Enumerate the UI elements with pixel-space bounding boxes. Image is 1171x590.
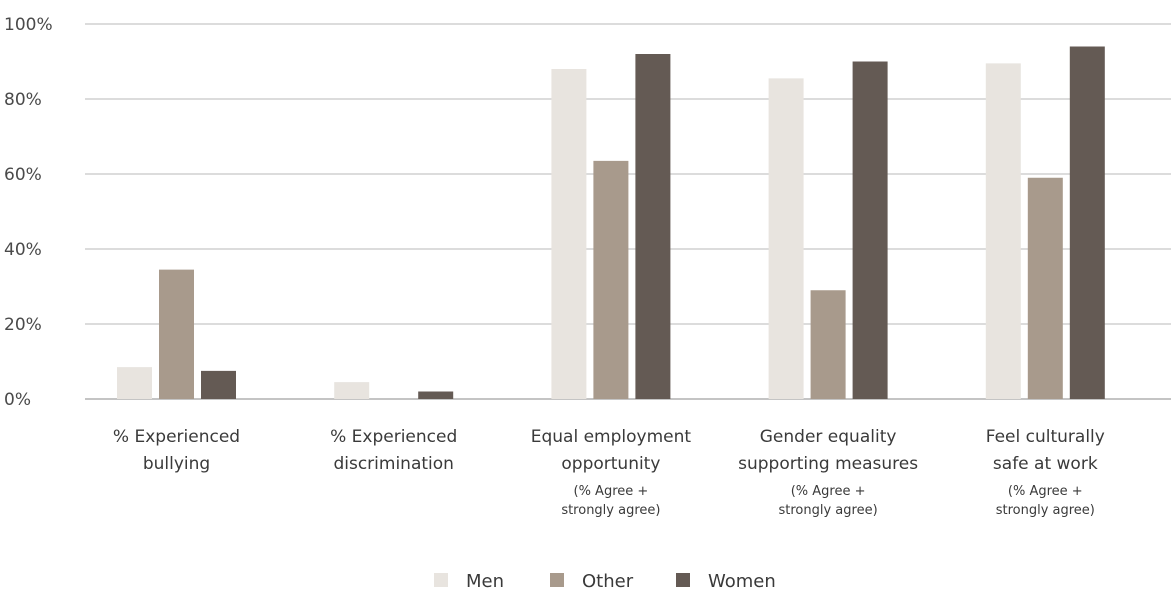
y-tick-label: 100% <box>4 15 53 35</box>
category-sublabel: (% Agree + <box>791 484 866 499</box>
y-tick-label: 0% <box>4 390 31 410</box>
bar-women <box>852 61 888 399</box>
category-sublabel: strongly agree) <box>561 503 660 518</box>
y-axis-tick-labels: 0% 20% 40% 60% 80% 100% <box>4 15 53 410</box>
legend-label-men: Men <box>466 571 504 590</box>
bar-other <box>593 160 629 399</box>
bar-women <box>201 370 236 399</box>
category-label: Equal employment <box>531 427 692 447</box>
bar-men <box>768 78 804 399</box>
category-sublabel: (% Agree + <box>1008 484 1083 499</box>
legend-label-other: Other <box>582 571 634 590</box>
legend-label-women: Women <box>708 571 776 590</box>
category-label: bullying <box>143 454 210 474</box>
category-label: % Experienced <box>330 427 457 447</box>
bar-men <box>117 367 152 399</box>
bar-women <box>1069 46 1105 399</box>
legend: Men Other Women <box>434 571 776 590</box>
bars <box>117 46 1105 399</box>
category-label: safe at work <box>993 454 1098 474</box>
legend-swatch-other <box>550 573 564 587</box>
bar-men <box>985 63 1021 399</box>
bar-women <box>635 54 671 399</box>
bar-other <box>810 290 846 399</box>
bar-women <box>418 391 454 399</box>
bar-men <box>334 382 370 399</box>
y-tick-label: 20% <box>4 315 42 335</box>
legend-swatch-men <box>434 573 448 587</box>
bar-other <box>1027 177 1063 399</box>
category-sublabel: strongly agree) <box>779 503 878 518</box>
x-axis-category-labels: % Experienced bullying % Experienced discri… <box>113 427 1105 518</box>
category-label: opportunity <box>561 454 660 474</box>
y-tick-label: 80% <box>4 90 42 110</box>
category-label: Feel culturally <box>986 427 1105 447</box>
y-tick-label: 40% <box>4 240 42 260</box>
category-label: supporting measures <box>738 454 918 474</box>
category-label: % Experienced <box>113 427 240 447</box>
y-tick-label: 60% <box>4 165 42 185</box>
bar-other <box>159 269 194 399</box>
legend-swatch-women <box>676 573 690 587</box>
category-label: Gender equality <box>760 427 897 447</box>
category-label: discrimination <box>333 454 453 474</box>
bar-men <box>551 69 587 399</box>
category-sublabel: (% Agree + <box>574 484 649 499</box>
category-sublabel: strongly agree) <box>996 503 1095 518</box>
